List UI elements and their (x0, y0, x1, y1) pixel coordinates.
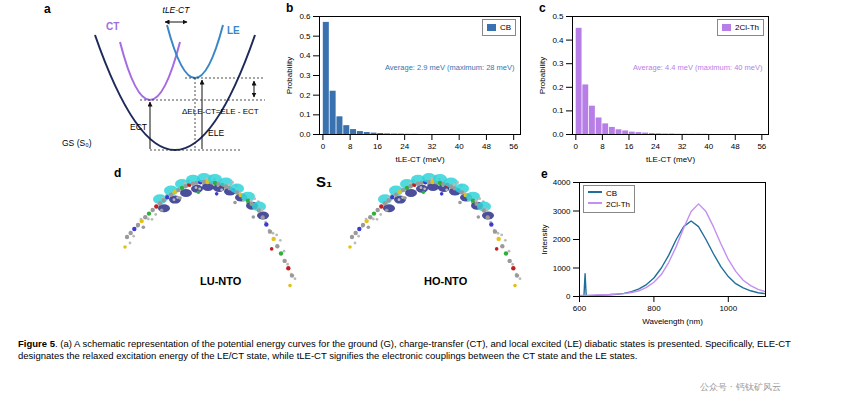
svg-text:S₁: S₁ (316, 173, 332, 190)
svg-text:ELE: ELE (208, 128, 224, 138)
svg-text:40: 40 (704, 142, 713, 151)
svg-text:32: 32 (427, 142, 436, 151)
svg-text:24: 24 (651, 142, 660, 151)
svg-text:56: 56 (509, 142, 518, 151)
svg-text:16: 16 (373, 142, 382, 151)
svg-text:Probability: Probability (285, 57, 294, 94)
svg-text:0.1: 0.1 (299, 110, 311, 119)
svg-text:8: 8 (600, 142, 605, 151)
svg-text:a: a (44, 2, 51, 16)
svg-text:ΔELE-CT=ELE - ECT: ΔELE-CT=ELE - ECT (182, 107, 259, 116)
svg-text:0: 0 (574, 142, 579, 151)
svg-text:tLE-CT (meV): tLE-CT (meV) (646, 155, 696, 164)
svg-text:2000: 2000 (553, 235, 571, 244)
svg-text:40: 40 (455, 142, 464, 151)
svg-text:Average: 4.4 meV (maximum: 40: Average: 4.4 meV (maximum: 40 meV) (633, 63, 763, 72)
svg-text:0.4: 0.4 (299, 51, 311, 60)
svg-text:1000: 1000 (719, 304, 737, 313)
html-text:b: b (286, 1, 294, 15)
svg-text:Wavelength (nm): Wavelength (nm) (642, 317, 703, 326)
html-text:CB: CB (606, 189, 618, 198)
svg-text:ECT: ECT (130, 122, 147, 132)
html-text:Figure 5. (a) A schematic repr: Figure 5. (a) A schematic representation… (18, 338, 791, 361)
svg-text:Average: 2.9 meV (maximum: 28: Average: 2.9 meV (maximum: 28 meV) (385, 63, 515, 72)
svg-text:24: 24 (400, 142, 409, 151)
svg-text:0.5: 0.5 (299, 32, 311, 41)
svg-text:0.2: 0.2 (552, 83, 564, 92)
svg-text:3000: 3000 (553, 207, 571, 216)
svg-text:48: 48 (482, 142, 491, 151)
svg-text:d: d (114, 166, 121, 180)
svg-text:600: 600 (573, 304, 587, 313)
html-text:2Cl-Th: 2Cl-Th (606, 200, 630, 209)
svg-text:0.5: 0.5 (552, 12, 564, 21)
svg-text:HO-NTO: HO-NTO (424, 275, 468, 287)
svg-text:4000: 4000 (553, 178, 571, 187)
svg-text:Probability: Probability (538, 57, 547, 94)
html-text:CB: CB (499, 23, 511, 32)
svg-text:LE: LE (227, 25, 240, 36)
svg-text:8: 8 (348, 142, 353, 151)
svg-text:tLE-CT (meV): tLE-CT (meV) (395, 155, 445, 164)
svg-text:32: 32 (678, 142, 687, 151)
svg-text:0.0: 0.0 (552, 130, 564, 139)
svg-text:1000: 1000 (553, 264, 571, 273)
svg-text:Intensity: Intensity (540, 225, 549, 255)
svg-text:0: 0 (566, 292, 571, 301)
svg-text:0.6: 0.6 (299, 12, 311, 21)
svg-text:CT: CT (106, 21, 119, 32)
svg-text:0.1: 0.1 (552, 106, 564, 115)
svg-text:56: 56 (757, 142, 766, 151)
svg-text:0: 0 (321, 142, 326, 151)
svg-text:0.3: 0.3 (552, 59, 564, 68)
html-text:e: e (541, 167, 548, 181)
svg-text:GS (S₀): GS (S₀) (62, 138, 92, 148)
svg-text:0.2: 0.2 (299, 91, 311, 100)
html-text:公众号 · 钙钛矿风云: 公众号 · 钙钛矿风云 (700, 382, 781, 392)
svg-text:0.4: 0.4 (552, 36, 564, 45)
svg-text:0.0: 0.0 (299, 130, 311, 139)
svg-text:tLE-CT: tLE-CT (163, 5, 191, 15)
svg-text:48: 48 (731, 142, 740, 151)
svg-text:0.3: 0.3 (299, 71, 311, 80)
svg-text:LU-NTO: LU-NTO (200, 275, 242, 287)
svg-text:800: 800 (647, 304, 661, 313)
svg-text:16: 16 (625, 142, 634, 151)
html-text:c: c (539, 1, 546, 15)
html-text:2Cl-Th: 2Cl-Th (735, 23, 759, 32)
